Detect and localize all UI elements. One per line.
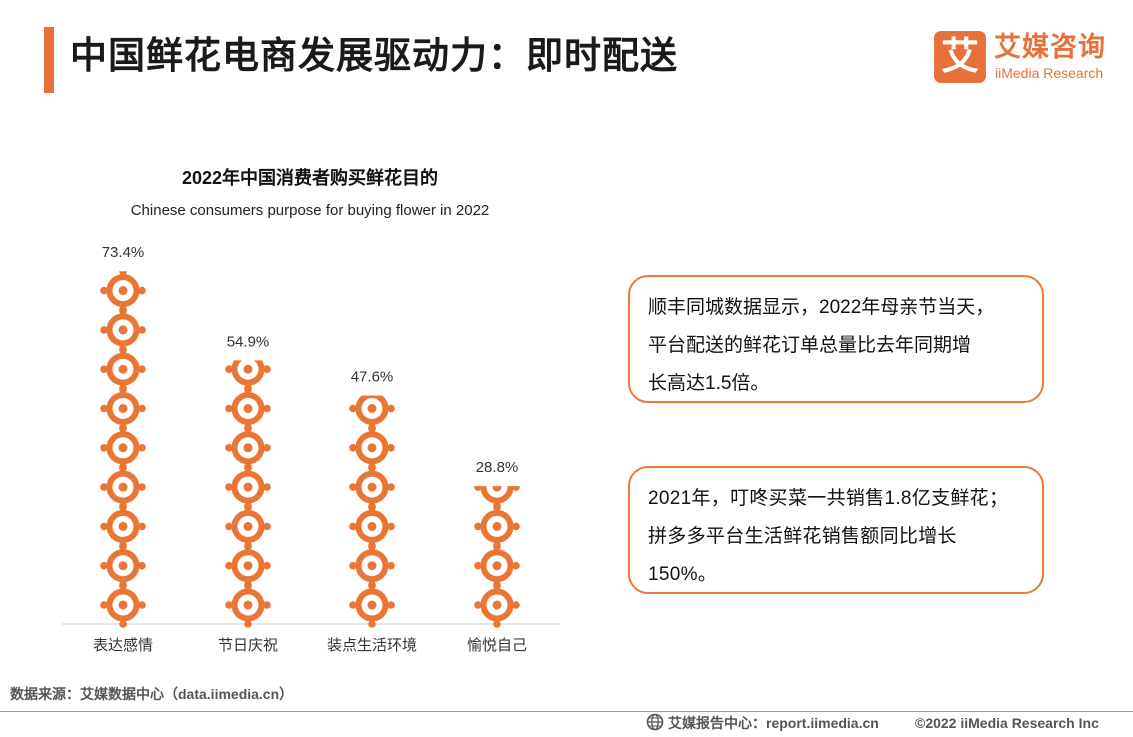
footer-divider <box>0 711 1133 712</box>
category-label: 节日庆祝 <box>218 637 278 654</box>
callout-line: 2021年，叮咚买菜一共销售1.8亿支鲜花； <box>648 488 1009 509</box>
value-label: 28.8% <box>476 459 519 476</box>
value-label: 47.6% <box>351 368 394 385</box>
callout-line: 150%。 <box>648 564 718 585</box>
page-title: 中国鲜花电商发展驱动力：即时配送 <box>70 35 678 76</box>
logo-en-text: iiMedia Research <box>995 65 1104 81</box>
brand-logo: 艾 艾媒咨询 iiMedia Research <box>934 31 1114 87</box>
callout-line: 拼多多平台生活鲜花销售额同比增长 <box>648 526 957 547</box>
callout-line: 平台配送的鲜花订单总量比去年同期增 <box>648 335 972 356</box>
callout-dingdong: 2021年，叮咚买菜一共销售1.8亿支鲜花； 拼多多平台生活鲜花销售额同比增长 … <box>628 466 1044 594</box>
value-label: 73.4% <box>102 244 145 261</box>
footer-copyright: ©2022 iiMedia Research Inc <box>915 715 1099 731</box>
bar-2 <box>225 360 271 628</box>
bar-3 <box>349 395 395 628</box>
category-label: 表达感情 <box>93 637 153 654</box>
value-label: 54.9% <box>227 333 270 350</box>
bar-4 <box>474 486 520 628</box>
callout-line: 顺丰同城数据显示，2022年母亲节当天， <box>648 297 995 318</box>
category-label: 愉悦自己 <box>467 637 527 654</box>
logo-cn-text: 艾媒咨询 <box>994 32 1106 62</box>
data-source: 数据来源：艾媒数据中心（data.iimedia.cn） <box>10 686 294 702</box>
chart-subtitle: Chinese consumers purpose for buying flo… <box>130 202 490 219</box>
footer-report-center: 艾媒报告中心：report.iimedia.cn <box>668 715 879 731</box>
category-label: 装点生活环境 <box>327 636 417 654</box>
callout-shunfeng: 顺丰同城数据显示，2022年母亲节当天， 平台配送的鲜花订单总量比去年同期增 长… <box>628 275 1044 403</box>
globe-icon <box>646 713 664 731</box>
iimedia-logo-icon: 艾 <box>934 31 986 83</box>
chart-title: 2022年中国消费者购买鲜花目的 <box>181 168 439 188</box>
callout-line: 长高达1.5倍。 <box>648 373 770 394</box>
bar-1 <box>100 271 146 628</box>
title-accent-bar <box>44 27 54 93</box>
